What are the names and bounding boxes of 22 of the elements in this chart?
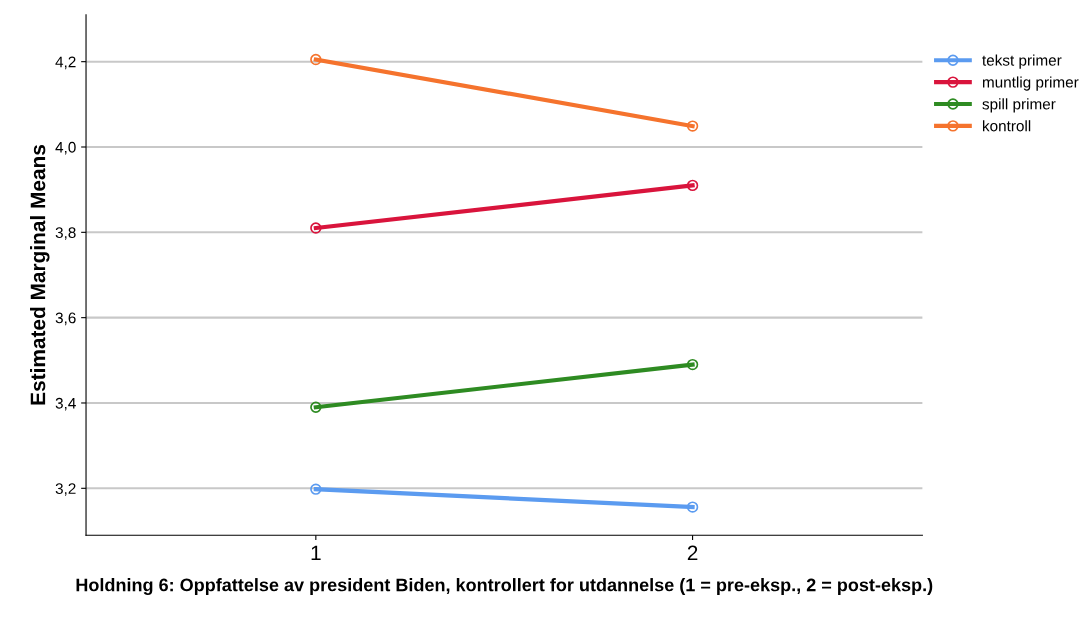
x-tick-label: 1 bbox=[311, 545, 321, 561]
point bbox=[310, 53, 322, 66]
y-tick-label: 3,4 bbox=[55, 397, 76, 411]
y-tick-label: 3,8 bbox=[55, 227, 76, 240]
y-axis-title: Estimated Marginal Means bbox=[30, 145, 50, 405]
y-tick-label: 4,0 bbox=[55, 141, 76, 155]
point bbox=[686, 358, 699, 371]
y-tick-label: 4,2 bbox=[55, 56, 76, 70]
point bbox=[310, 222, 322, 234]
point bbox=[310, 483, 322, 495]
legend-label: muntlig primer bbox=[982, 76, 1079, 91]
legend-label: kontroll bbox=[983, 120, 1031, 132]
legend-label: spill primer bbox=[982, 98, 1056, 113]
point bbox=[686, 120, 699, 132]
point bbox=[686, 179, 699, 192]
legend-label: tekst primer bbox=[982, 54, 1062, 69]
point bbox=[686, 501, 699, 513]
y-tick-label: 3,6 bbox=[55, 312, 76, 326]
y-tick-label: 3,2 bbox=[55, 483, 76, 496]
x-tick-label: 2 bbox=[687, 545, 698, 561]
point bbox=[310, 401, 322, 413]
x-axis-title: Holdning 6: Oppfattelse av president Biden, kontrollert for utdannelse (1 = pre-eksp., 2 = post-eksp.) bbox=[76, 578, 933, 595]
